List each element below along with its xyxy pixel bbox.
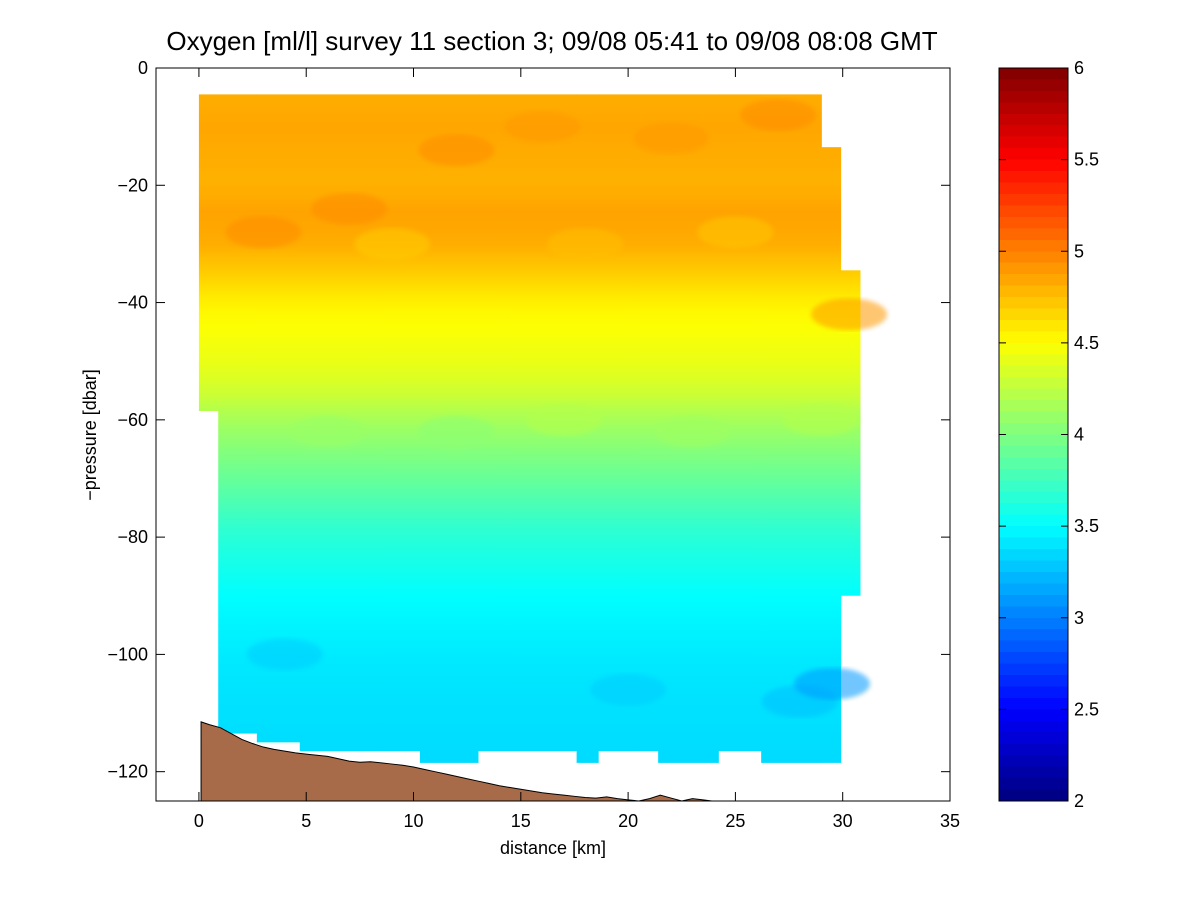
colorbar-tick-label: 3 xyxy=(1074,608,1084,628)
oxygen-data-column xyxy=(718,94,762,752)
x-tick-label: 30 xyxy=(833,811,853,831)
oxygen-patch xyxy=(590,673,667,706)
oxygen-data-column xyxy=(218,94,258,734)
oxygen-data-column xyxy=(598,94,659,752)
oxygen-data-column xyxy=(198,94,219,412)
oxygen-patch xyxy=(794,667,870,700)
oxygen-patch xyxy=(547,227,624,260)
x-tick-label: 15 xyxy=(511,811,531,831)
x-tick-label: 25 xyxy=(725,811,745,831)
y-tick-label: −120 xyxy=(107,762,148,782)
oxygen-patch xyxy=(225,216,302,249)
colorbar-tick-label: 2.5 xyxy=(1074,699,1099,719)
colorbar-tick-label: 5 xyxy=(1074,241,1084,261)
oxygen-patch xyxy=(811,298,888,331)
colorbar-tick-label: 4.5 xyxy=(1074,333,1099,353)
colorbar-tick-label: 6 xyxy=(1074,58,1084,78)
plot-frame xyxy=(155,67,951,802)
y-tick-label: −40 xyxy=(117,293,148,313)
x-tick-label: 0 xyxy=(194,811,204,831)
oxygen-patch xyxy=(654,415,731,448)
plot-area: 0 5 10 15 20 25 30 35 0 −20 −40 −60 −80 −100 −120 xyxy=(107,58,960,831)
x-tick-label: 35 xyxy=(940,811,960,831)
x-tick-label: 5 xyxy=(301,811,311,831)
oxygen-patch xyxy=(418,415,495,448)
oxygen-data-column xyxy=(840,270,861,596)
y-axis-ticks: 0 −20 −40 −60 −80 −100 −120 xyxy=(107,58,950,782)
y-tick-label: −20 xyxy=(117,175,148,195)
oxygen-patch xyxy=(311,192,388,225)
oxygen-patch xyxy=(633,122,709,155)
y-tick-label: −80 xyxy=(117,527,148,547)
x-axis-ticks: 0 5 10 15 20 25 30 35 xyxy=(194,68,960,831)
oxygen-patch xyxy=(246,638,323,671)
oxygen-patch xyxy=(740,98,817,131)
y-axis-label: −pressure [dbar] xyxy=(80,369,100,501)
oxygen-field xyxy=(198,94,888,763)
chart-title: Oxygen [ml/l] survey 11 section 3; 09/08… xyxy=(166,26,937,56)
colorbar-fill xyxy=(999,68,1068,801)
x-axis-label: distance [km] xyxy=(500,838,606,858)
x-tick-label: 20 xyxy=(618,811,638,831)
colorbar-tick-label: 2 xyxy=(1074,791,1084,811)
oxygen-patch xyxy=(289,415,366,448)
oxygen-patch xyxy=(525,403,602,436)
colorbar-ticks: 2 2.5 3 3.5 4 4.5 5 5.5 6 xyxy=(999,58,1099,811)
oxygen-patch xyxy=(504,110,581,143)
colorbar-tick-label: 3.5 xyxy=(1074,516,1099,536)
oxygen-patch xyxy=(783,403,860,436)
oxygen-patch xyxy=(697,216,774,249)
x-tick-label: 10 xyxy=(403,811,423,831)
y-tick-label: −100 xyxy=(107,644,148,664)
y-tick-label: 0 xyxy=(138,58,148,78)
y-tick-label: −60 xyxy=(117,410,148,430)
oxygen-patch xyxy=(418,134,495,167)
colorbar-tick-label: 5.5 xyxy=(1074,150,1099,170)
oxygen-data-column xyxy=(256,94,301,743)
oxygen-patch xyxy=(354,227,431,260)
colorbar: 2 2.5 3 3.5 4 4.5 5 5.5 6 xyxy=(998,58,1099,811)
colorbar-tick-label: 4 xyxy=(1074,425,1084,445)
